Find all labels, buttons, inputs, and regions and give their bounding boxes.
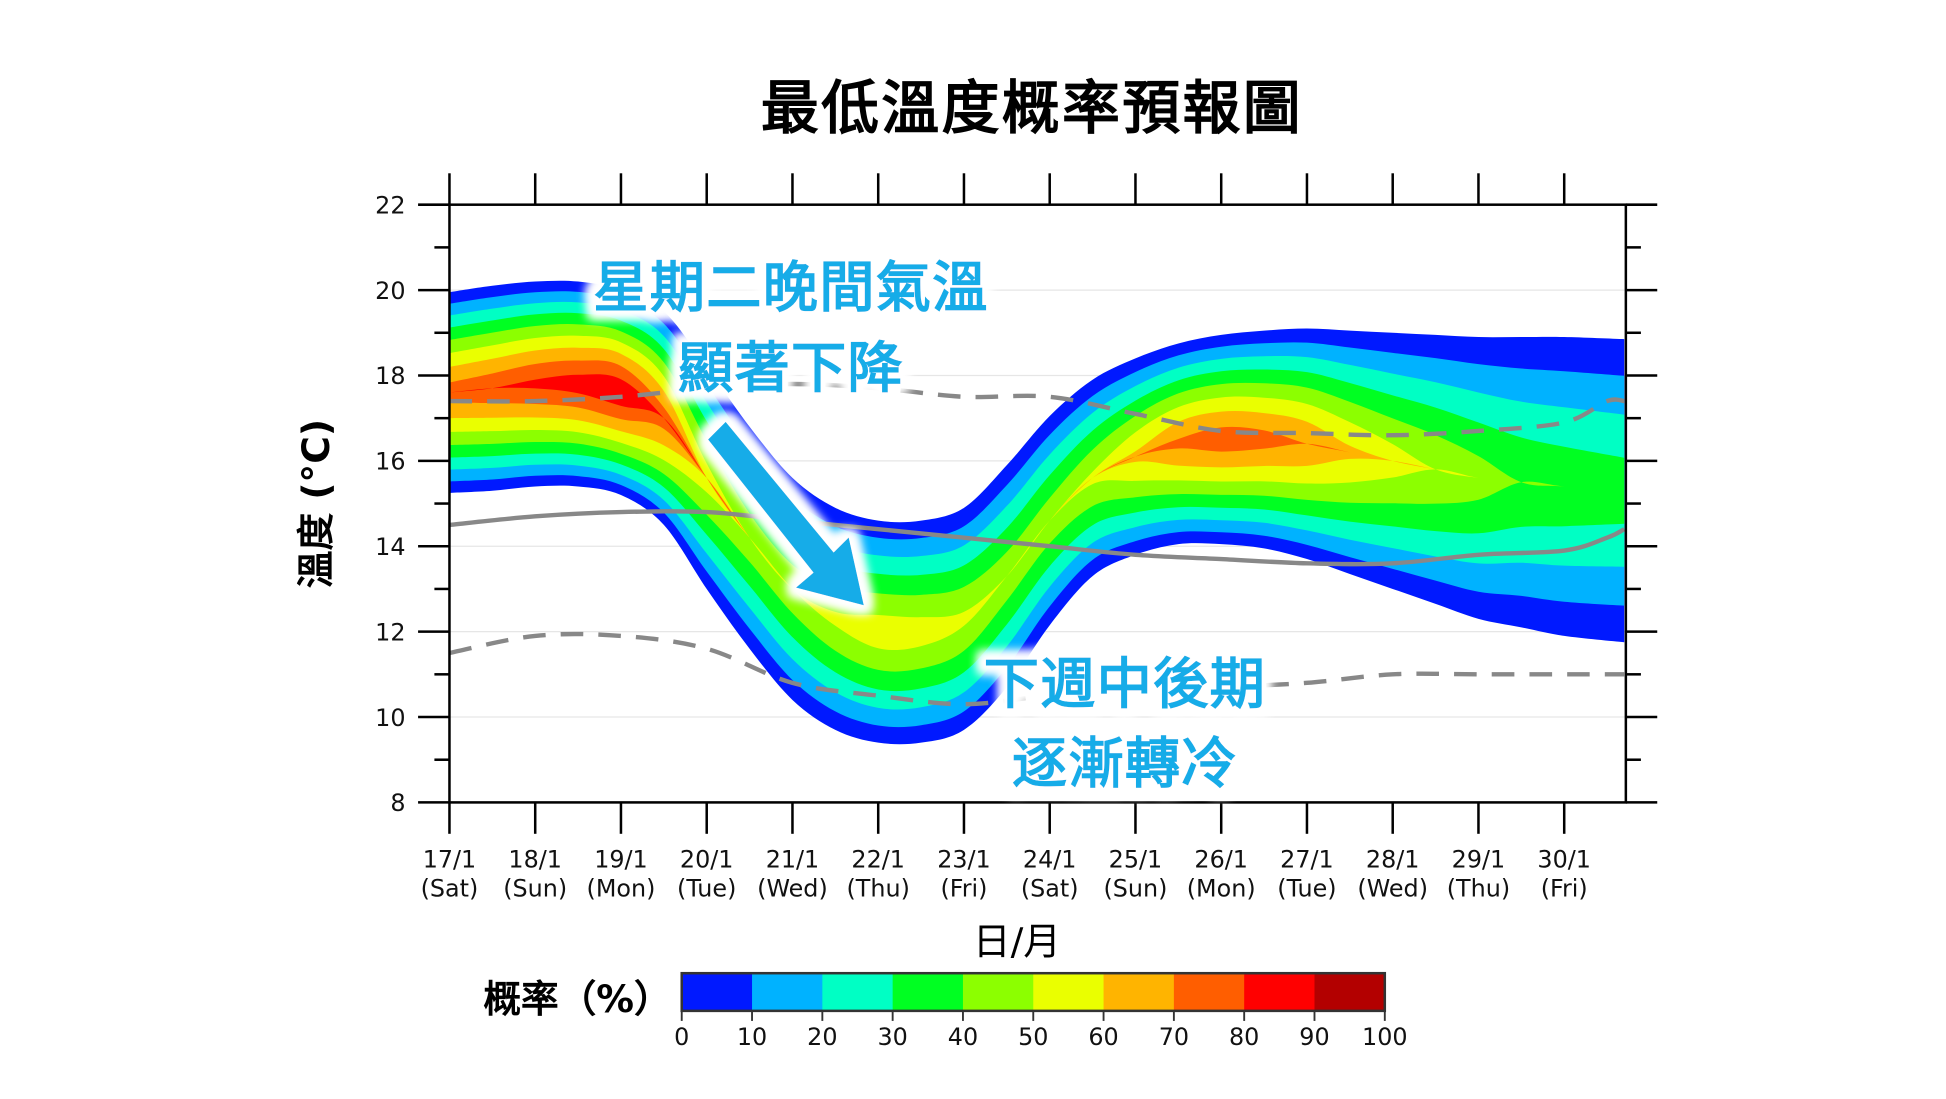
x-tick-label-weekday: (Wed) (757, 875, 828, 903)
axes: 81012141618202217/1(Sat)18/1(Sun)19/1(Mo… (375, 173, 1658, 903)
x-tick-label-date: 27/1 (1280, 846, 1334, 874)
x-tick-label-weekday: (Mon) (587, 875, 656, 903)
colorbar-swatch-30 (892, 973, 964, 1011)
colorbar-tick-label: 90 (1299, 1023, 1329, 1051)
colorbar-swatch-60 (1103, 973, 1175, 1011)
climatology-lines (449, 381, 1626, 707)
colorbar-swatch-50 (1033, 973, 1105, 1011)
colorbar-tick-label: 10 (737, 1023, 767, 1051)
colorbar-tick-label: 0 (674, 1023, 689, 1051)
colorbar-tick-label: 80 (1229, 1023, 1259, 1051)
probability-band-40-50 (449, 324, 1625, 672)
x-tick-label-weekday: (Fri) (1541, 875, 1588, 903)
x-tick-label-weekday: (Mon) (1187, 875, 1256, 903)
probability-band-50-60 (449, 335, 1625, 651)
x-tick-label-date: 26/1 (1194, 846, 1248, 874)
x-tick-label-weekday: (Thu) (1447, 875, 1510, 903)
y-tick-label: 14 (375, 533, 405, 561)
colorbar-swatch-40 (962, 973, 1034, 1011)
colorbar-swatch-10 (752, 973, 823, 1011)
colorbar-tick-label: 30 (877, 1023, 907, 1051)
colorbar-swatch-90 (1314, 973, 1386, 1011)
colorbar: 0 10 20 30 40 50 60 70 80 90 100 (674, 971, 1408, 1051)
y-tick-label: 12 (375, 618, 405, 646)
x-tick-label-weekday: (Wed) (1357, 875, 1428, 903)
colorbar-label: 概率（%） (483, 977, 671, 1021)
colorbar-swatch-0 (681, 973, 753, 1011)
x-tick-label-date: 23/1 (937, 846, 991, 874)
y-tick-label: 16 (375, 448, 405, 476)
line-climatology-lower (449, 631, 1625, 707)
x-tick-label-weekday: (Sun) (1103, 875, 1167, 903)
annotation-1-line-1: 星期二晚間氣溫 (593, 256, 988, 320)
probability-bands (449, 280, 1625, 745)
x-tick-label-date: 18/1 (508, 846, 562, 874)
x-tick-label-date: 25/1 (1109, 846, 1163, 874)
x-tick-label-date: 22/1 (851, 846, 905, 874)
x-tick-label-date: 30/1 (1537, 846, 1591, 874)
x-tick-label-date: 28/1 (1366, 846, 1420, 874)
y-axis-title: 溫度 (°C) (294, 419, 338, 588)
falling-arrow-icon (708, 421, 864, 606)
x-tick-label-weekday: (Fri) (940, 875, 987, 903)
colorbar-tick-label: 70 (1159, 1023, 1189, 1051)
x-tick-label-weekday: (Thu) (847, 875, 910, 903)
annotation-2-line-1: 下週中後期 (984, 653, 1266, 717)
colorbar-tick-label: 50 (1018, 1023, 1048, 1051)
x-tick-label-weekday: (Sat) (421, 875, 479, 903)
x-tick-label-date: 19/1 (594, 846, 648, 874)
y-tick-label: 22 (375, 191, 405, 219)
y-tick-label: 8 (390, 789, 405, 817)
y-tick-label: 20 (375, 277, 405, 305)
chart-title: 最低溫度概率預報圖 (761, 74, 1303, 142)
colorbar-tick-label: 100 (1362, 1023, 1408, 1051)
line-climatology-upper (449, 381, 1625, 438)
x-axis-title: 日/月 (973, 919, 1061, 963)
x-tick-label-date: 24/1 (1023, 846, 1077, 874)
y-tick-label: 18 (375, 362, 405, 390)
colorbar-tick-label: 40 (948, 1023, 978, 1051)
annotation-2-line-2: 逐漸轉冷 (1012, 732, 1238, 796)
x-tick-label-date: 21/1 (766, 846, 820, 874)
y-tick-label: 10 (375, 704, 405, 732)
x-tick-label-date: 17/1 (423, 846, 477, 874)
colorbar-tick-label: 60 (1088, 1023, 1118, 1051)
colorbar-swatch-70 (1173, 973, 1245, 1011)
x-tick-label-weekday: (Tue) (1277, 875, 1336, 903)
x-tick-label-date: 29/1 (1452, 846, 1506, 874)
colorbar-tick-label: 20 (807, 1023, 837, 1051)
x-tick-label-date: 20/1 (680, 846, 734, 874)
annotations: 星期二晚間氣溫 顯著下降 下週中後期 逐漸轉冷 (593, 256, 1266, 796)
annotation-1-line-2: 顯著下降 (678, 337, 904, 401)
x-tick-label-weekday: (Tue) (677, 875, 736, 903)
x-tick-label-weekday: (Sun) (503, 875, 567, 903)
line-climatology-mean (449, 509, 1626, 567)
x-tick-label-weekday: (Sat) (1021, 875, 1079, 903)
colorbar-swatch-20 (822, 973, 894, 1011)
colorbar-swatch-80 (1244, 973, 1316, 1011)
